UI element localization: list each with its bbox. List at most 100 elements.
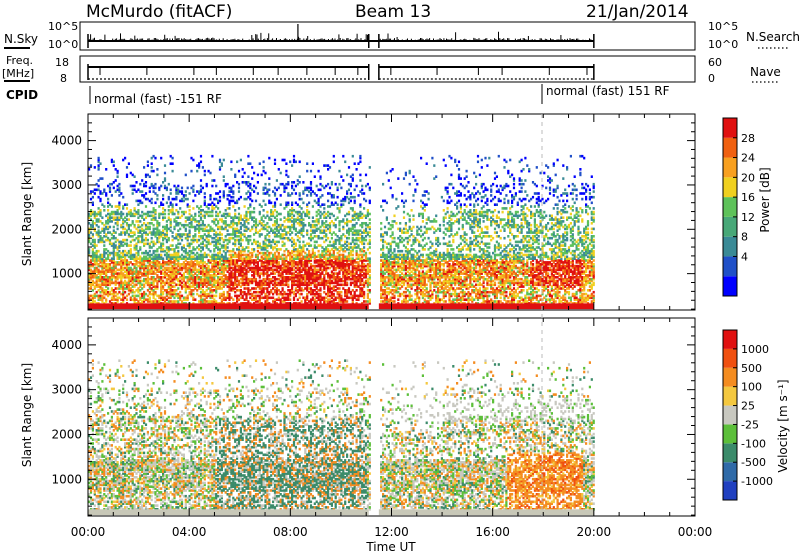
heatmap-cell: [332, 154, 335, 158]
heatmap-cell: [91, 244, 94, 247]
heatmap-cell: [101, 255, 104, 259]
heatmap-cell: [251, 227, 254, 231]
heatmap-cell: [266, 294, 269, 298]
heatmap-cell: [247, 207, 250, 210]
heatmap-cell: [192, 268, 195, 272]
heatmap-cell: [124, 156, 127, 160]
heatmap-cell: [359, 279, 362, 283]
heatmap-cell: [363, 263, 366, 266]
heatmap-cell: [266, 296, 269, 300]
heatmap-cell: [239, 227, 242, 231]
heatmap-cell: [199, 294, 203, 298]
heatmap-cell: [300, 283, 303, 287]
heatmap-cell: [158, 229, 161, 232]
heatmap-cell: [141, 229, 144, 232]
heatmap-cell: [319, 210, 322, 214]
heatmap-cell: [116, 251, 119, 255]
heatmap-cell: [171, 270, 174, 273]
heatmap-cell: [93, 253, 96, 257]
heatmap-cell: [308, 253, 311, 257]
heatmap-cell: [328, 257, 332, 260]
heatmap-cell: [287, 292, 290, 296]
heatmap-cell: [156, 287, 159, 290]
heatmap-cell: [258, 298, 261, 301]
heatmap-cell: [201, 220, 204, 223]
heatmap-cell: [287, 263, 290, 266]
heatmap-cell: [247, 175, 250, 178]
heatmap-cell: [268, 268, 271, 272]
heatmap-cell: [171, 197, 174, 201]
heatmap-cell: [116, 210, 119, 214]
heatmap-cell: [304, 296, 307, 300]
heatmap-cell: [283, 257, 286, 260]
heatmap-cell: [215, 184, 218, 188]
heatmap-cell: [101, 238, 104, 242]
heatmap-cell: [234, 268, 237, 272]
heatmap-cell: [143, 231, 146, 234]
heatmap-cell: [165, 233, 168, 236]
heatmap-cell: [101, 222, 104, 225]
heatmap-cell: [346, 229, 349, 232]
heatmap-cell: [160, 298, 163, 301]
heatmap-cell: [160, 231, 163, 234]
heatmap-cell: [177, 251, 180, 255]
heatmap-cell: [298, 279, 301, 283]
heatmap-cell: [273, 162, 277, 165]
heatmap-cell: [116, 281, 119, 285]
heatmap-cell: [262, 253, 265, 257]
heatmap-cell: [101, 277, 104, 281]
heatmap-cell: [196, 220, 199, 223]
heatmap-cell: [144, 272, 148, 275]
heatmap-cell: [88, 268, 91, 272]
heatmap-cell: [313, 274, 316, 277]
heatmap-cell: [182, 212, 185, 216]
heatmap-cell: [346, 270, 349, 273]
heatmap-cell: [118, 287, 121, 290]
heatmap-cell: [156, 227, 159, 231]
heatmap-cell: [215, 289, 218, 292]
heatmap-cell: [245, 283, 248, 287]
heatmap-cell: [311, 231, 314, 234]
heatmap-cell: [366, 277, 369, 281]
heatmap-cell: [311, 270, 314, 273]
heatmap-cell: [125, 175, 129, 178]
heatmap-cell: [300, 264, 303, 268]
heatmap-cell: [194, 257, 197, 260]
heatmap-cell: [165, 229, 168, 232]
heatmap-cell: [107, 268, 110, 272]
heatmap-cell: [141, 292, 144, 296]
heatmap-cell: [175, 216, 178, 219]
heatmap-cell: [266, 264, 269, 268]
heatmap-cell: [217, 238, 220, 242]
heatmap-cell: [194, 259, 197, 262]
heatmap-cell: [169, 257, 172, 260]
heatmap-cell: [213, 207, 216, 210]
heatmap-cell: [93, 281, 96, 285]
heatmap-cell: [101, 229, 104, 232]
heatmap-cell: [156, 173, 159, 177]
heatmap-cell: [232, 276, 235, 279]
heatmap-cell: [260, 283, 263, 287]
heatmap-cell: [146, 289, 149, 292]
heatmap-cell: [285, 201, 288, 205]
heatmap-cell: [120, 272, 123, 275]
heatmap-cell: [308, 261, 311, 264]
heatmap-cell: [338, 264, 341, 268]
heatmap-cell: [91, 274, 94, 277]
heatmap-cell: [262, 199, 265, 203]
heatmap-cell: [203, 272, 206, 275]
heatmap-cell: [273, 289, 277, 292]
heatmap-cell: [357, 261, 360, 264]
heatmap-cell: [304, 188, 307, 192]
heatmap-cell: [228, 277, 231, 281]
heatmap-cell: [279, 171, 282, 175]
heatmap-cell: [169, 210, 172, 214]
heatmap-cell: [211, 227, 214, 231]
heatmap-cell: [152, 223, 155, 227]
heatmap-cell: [171, 255, 174, 259]
heatmap-cell: [308, 255, 311, 259]
heatmap-cell: [201, 246, 204, 249]
heatmap-cell: [364, 238, 368, 242]
heatmap-cell: [199, 179, 203, 182]
heatmap-cell: [243, 266, 246, 270]
